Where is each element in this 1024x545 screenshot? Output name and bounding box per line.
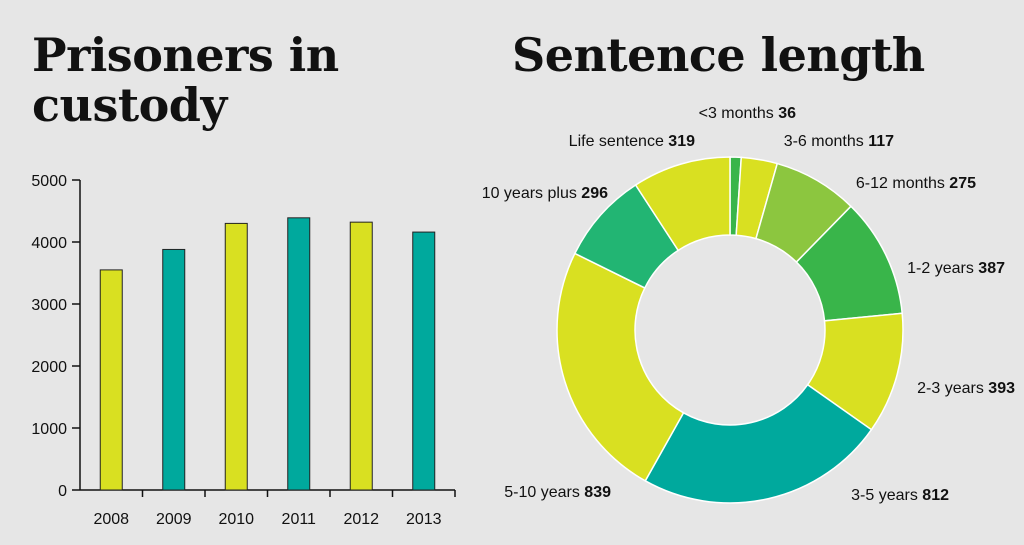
slice-label-name: 3-6 months — [784, 133, 868, 150]
donut-slice-5-10-years — [556, 252, 685, 482]
donut-slice-3-5-years — [644, 383, 873, 504]
y-tick-label: 1000 — [31, 421, 67, 438]
x-tick-label: 2008 — [93, 511, 129, 528]
y-tick-label: 3000 — [31, 297, 67, 314]
slice-label-value: 387 — [978, 260, 1005, 277]
y-tick-label: 0 — [58, 483, 67, 500]
slice-label-name: 10 years plus — [482, 185, 582, 202]
bar-chart-title: Prisoners in custody — [32, 28, 339, 132]
slice-label: 6-12 months 275 — [856, 175, 976, 192]
slice-label-value: 839 — [584, 484, 611, 501]
slice-label-name: Life sentence — [569, 133, 669, 150]
slice-label-name: 2-3 years — [917, 380, 988, 397]
bar-2013 — [412, 231, 436, 491]
bar-2012 — [349, 221, 373, 491]
slice-label-value: 319 — [668, 133, 695, 150]
x-tick-label: 2013 — [406, 511, 442, 528]
x-tick-label: 2012 — [343, 511, 379, 528]
donut-labels: <3 months 36 3-6 months 117 6-12 months 27… — [482, 105, 1015, 504]
x-tick-label: 2010 — [218, 511, 254, 528]
slice-label-value: 275 — [949, 175, 976, 192]
slice-label: 2-3 years 393 — [917, 380, 1015, 397]
slice-label-value: 812 — [922, 487, 949, 504]
slice-label-name: 3-5 years — [851, 487, 922, 504]
x-tick-label: 2011 — [282, 511, 317, 528]
slice-label: 3-6 months 117 — [784, 133, 894, 150]
bar-2008 — [99, 269, 123, 491]
slice-label-value: 36 — [778, 105, 796, 122]
x-tick-label: 2009 — [156, 511, 192, 528]
bar-chart-bars — [99, 217, 436, 491]
slice-label-value: 393 — [988, 380, 1015, 397]
slice-label: 10 years plus 296 — [482, 185, 608, 202]
slice-label-name: 5-10 years — [504, 484, 584, 501]
bar-2010 — [224, 222, 248, 491]
donut-chart-title: Sentence length — [512, 28, 925, 82]
slice-label-name: 6-12 months — [856, 175, 949, 192]
y-tick-label: 4000 — [31, 235, 67, 252]
slice-label-name: <3 months — [699, 105, 779, 122]
y-tick-label: 2000 — [31, 359, 67, 376]
bar-2009 — [162, 248, 186, 491]
slice-label-value: 117 — [868, 133, 894, 150]
slice-label: Life sentence 319 — [569, 133, 695, 150]
donut-slices — [556, 156, 904, 504]
slice-label: 3-5 years 812 — [851, 487, 949, 504]
slice-label: <3 months 36 — [699, 105, 797, 122]
y-tick-label: 5000 — [31, 173, 67, 190]
bar-2011 — [287, 217, 311, 491]
slice-label: 5-10 years 839 — [504, 484, 611, 501]
slice-label-name: 1-2 years — [907, 260, 978, 277]
donut-slice-life-sentence — [634, 156, 731, 252]
slice-label-value: 296 — [581, 185, 608, 202]
bar-chart-axes: 0 1000 2000 3000 4000 5000 2008 2009 2010 2011 201… — [31, 173, 456, 528]
slice-label: 1-2 years 387 — [907, 260, 1005, 277]
